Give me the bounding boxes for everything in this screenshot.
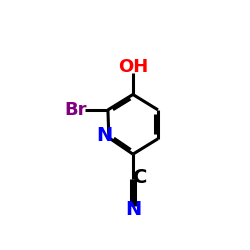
Text: N: N	[96, 126, 112, 146]
Text: Br: Br	[64, 101, 86, 119]
Text: OH: OH	[118, 58, 148, 76]
Text: C: C	[134, 168, 148, 187]
Text: N: N	[125, 200, 141, 218]
